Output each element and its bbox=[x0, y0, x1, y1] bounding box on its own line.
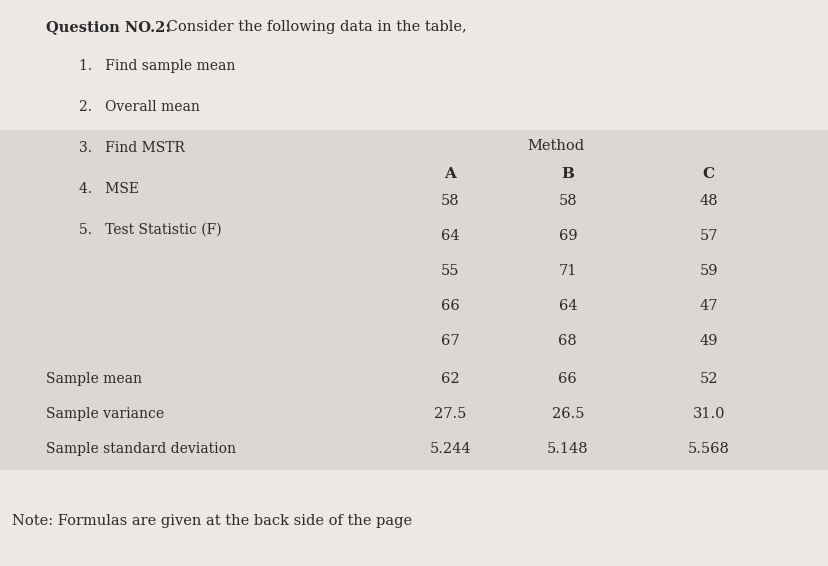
Text: 27.5: 27.5 bbox=[433, 407, 466, 421]
Text: 71: 71 bbox=[558, 264, 576, 278]
Text: 5.   Test Statistic (F): 5. Test Statistic (F) bbox=[79, 222, 221, 237]
Text: 64: 64 bbox=[558, 299, 576, 313]
Text: 49: 49 bbox=[699, 334, 717, 348]
Text: 1.   Find sample mean: 1. Find sample mean bbox=[79, 59, 235, 74]
Text: 47: 47 bbox=[699, 299, 717, 313]
Text: B: B bbox=[561, 167, 574, 181]
Text: 55: 55 bbox=[440, 264, 459, 278]
Text: Question NO.2:: Question NO.2: bbox=[46, 20, 171, 34]
Text: 62: 62 bbox=[440, 372, 459, 386]
Text: 52: 52 bbox=[699, 372, 717, 386]
Text: 31.0: 31.0 bbox=[691, 407, 724, 421]
Text: Sample variance: Sample variance bbox=[46, 407, 163, 421]
Text: 67: 67 bbox=[440, 334, 459, 348]
Text: C: C bbox=[702, 167, 714, 181]
Text: Method: Method bbox=[527, 139, 583, 153]
Text: 3.   Find MSTR: 3. Find MSTR bbox=[79, 141, 185, 155]
Text: 59: 59 bbox=[699, 264, 717, 278]
Text: 2.   Overall mean: 2. Overall mean bbox=[79, 100, 200, 114]
Text: 69: 69 bbox=[558, 229, 576, 243]
Text: 26.5: 26.5 bbox=[551, 407, 584, 421]
Text: 58: 58 bbox=[558, 194, 576, 208]
Text: 66: 66 bbox=[440, 299, 459, 313]
Text: 66: 66 bbox=[558, 372, 576, 386]
Text: 5.148: 5.148 bbox=[546, 442, 588, 456]
Text: Sample mean: Sample mean bbox=[46, 372, 142, 386]
Text: 5.568: 5.568 bbox=[687, 442, 729, 456]
Text: Consider the following data in the table,: Consider the following data in the table… bbox=[161, 20, 466, 34]
Text: 64: 64 bbox=[440, 229, 459, 243]
Text: 57: 57 bbox=[699, 229, 717, 243]
Text: A: A bbox=[444, 167, 455, 181]
Text: Note: Formulas are given at the back side of the page: Note: Formulas are given at the back sid… bbox=[12, 514, 412, 528]
Text: Sample standard deviation: Sample standard deviation bbox=[46, 442, 235, 456]
Text: 4.   MSE: 4. MSE bbox=[79, 182, 138, 196]
Text: 58: 58 bbox=[440, 194, 459, 208]
Text: 5.244: 5.244 bbox=[429, 442, 470, 456]
Text: 68: 68 bbox=[558, 334, 576, 348]
Text: 48: 48 bbox=[699, 194, 717, 208]
